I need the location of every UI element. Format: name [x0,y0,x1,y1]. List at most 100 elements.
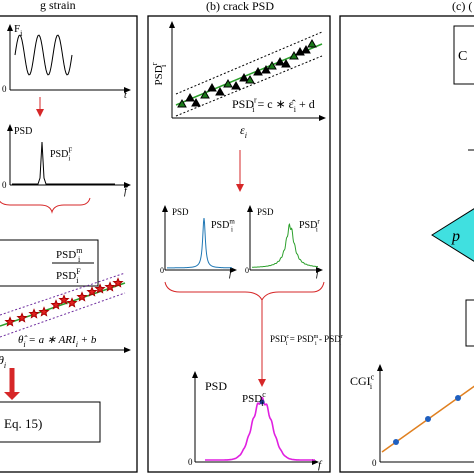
panel-b-shapes [162,21,326,465]
text-part: r [254,96,257,105]
text-part: f [124,186,128,197]
text-part: 0 [160,266,164,275]
text-part: i [4,361,6,370]
box [453,25,474,85]
text-part: PSD [205,379,227,393]
label: εi [240,123,247,140]
text-part: = PSD [288,334,315,344]
dot [393,439,399,445]
label: θi [0,353,6,370]
label: PSDm i [56,246,83,264]
triangle [301,44,311,54]
star [104,281,116,292]
text-part: m [229,218,235,226]
text-part: = c ∗ ε̂ [255,97,296,111]
star [76,291,88,302]
text-part: PSD [242,393,262,405]
panel-b-frame [147,15,331,473]
text-part: r [317,218,320,226]
peak-dot [259,399,265,405]
triangle [275,56,285,66]
star [112,277,124,288]
text-part: i [76,340,78,349]
star [28,308,40,319]
triangle [231,80,241,90]
peak [12,141,115,185]
text-part: ε [240,123,245,137]
box [465,299,474,347]
text-part: PSD [153,65,165,85]
label: 0 [188,457,193,467]
text-part: m [314,334,319,340]
triangle [245,74,255,84]
brace [164,281,325,302]
text-part: i [370,382,373,391]
text-part: i [20,29,23,38]
text-part: i [315,341,317,347]
text-part: F [76,267,81,276]
label: PSD [257,207,274,217]
text-part: i [316,226,318,234]
text-part: CGI [350,374,371,388]
text-part: PSD [50,149,68,160]
label: PSDr i = c ∗ ε̂i + d [232,96,315,115]
text-part: p [451,228,460,245]
text-part: θ [0,353,4,367]
triangle [307,38,317,48]
label: CGIc i [350,373,375,392]
label: Eq. 15) [4,416,42,431]
triangle [223,78,233,88]
panel-a-frame [0,15,138,473]
label: 0 [245,266,249,275]
label: PSDc i = PSDm i - PSDr i [270,334,343,347]
star [58,294,70,305]
text-part: r [150,62,159,65]
text-part: 0 [2,180,7,190]
text-part: + d [296,97,315,111]
label: p [451,228,460,245]
text-part: PSD [172,207,189,217]
text-part: f [318,459,323,471]
panel-c-frame [339,15,474,473]
band [0,272,126,316]
text-part: i [294,105,297,114]
triangle [200,89,210,99]
label: PSD [172,207,189,217]
label: f [229,268,233,279]
text-part: θ̂ [18,334,28,346]
dot [455,395,461,401]
text-part: + b [78,334,97,346]
triangle [239,72,249,82]
text-part: c [287,334,290,340]
text-part: PSD [14,126,32,137]
label: PSDri [150,62,168,85]
text-part: i [23,340,25,349]
triangle [267,60,277,70]
text-part: Eq. 15) [4,416,42,431]
text-part: i [252,105,255,114]
star [86,286,98,297]
triangle [207,82,217,92]
crack-peak-line [205,396,315,461]
label: f [124,186,128,197]
text-part: = a ∗ ARI [26,334,77,346]
text-part: r [341,334,343,340]
text-part: i [231,226,233,234]
label: PSDm i [211,218,235,234]
star [94,283,106,294]
text-part: g strain [40,0,76,12]
triangle [191,97,201,107]
label: f [316,268,320,279]
triangle [215,86,225,96]
star [16,312,28,323]
text-part: PSD [299,220,317,231]
text-part: F [14,23,20,35]
dot [425,416,431,422]
arrow-head [4,392,20,400]
text-part: PSD [270,334,287,344]
triangle [253,66,263,76]
signal [14,34,73,76]
stars [4,277,124,327]
